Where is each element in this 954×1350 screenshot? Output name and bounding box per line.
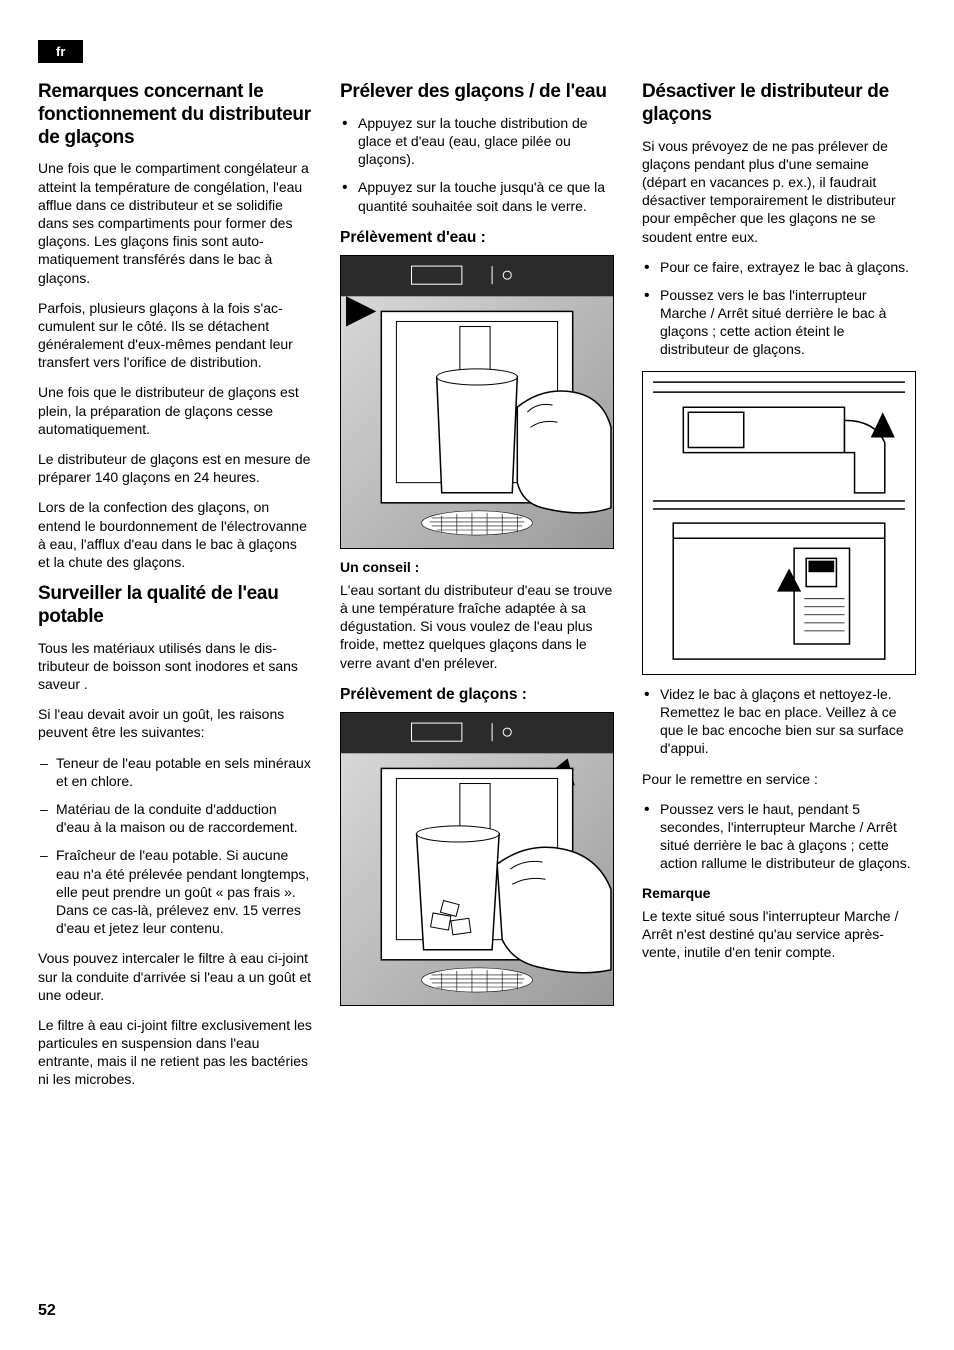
heading-surveiller: Surveiller la qualité de l'eau potable xyxy=(38,583,312,629)
para: Vous pouvez intercaler le filtre à eau c… xyxy=(38,949,312,1004)
heading-desactiver: Désactiver le distributeur de glaçons xyxy=(642,81,916,127)
para: Lors de la confection des glaçons, on en… xyxy=(38,498,312,571)
figure-ice-dispense xyxy=(340,712,614,1006)
list-item: Appuyez sur la touche jusqu'à ce que la … xyxy=(340,178,614,214)
page-columns: Remarques concernant le fonctionnement d… xyxy=(38,81,916,1101)
subheading-remarque: Remarque xyxy=(642,885,916,901)
list-item: Fraîcheur de l'eau potable. Si aucune ea… xyxy=(38,846,312,937)
list-item: Appuyez sur la touche distribution de gl… xyxy=(340,114,614,169)
bullet-list: Pour ce faire, extrayez le bac à glaçons… xyxy=(642,258,916,359)
bullet-list: Appuyez sur la touche distribution de gl… xyxy=(340,114,614,215)
page-number: 52 xyxy=(38,1302,56,1320)
bullet-list: Poussez vers le haut, pendant 5 secondes… xyxy=(642,800,916,873)
para: L'eau sortant du distributeur d'eau se t… xyxy=(340,581,614,672)
para: Le filtre à eau ci-joint filtre exclusiv… xyxy=(38,1016,312,1089)
list-item: Videz le bac à glaçons et nettoyez-le. R… xyxy=(642,685,916,758)
subheading-eau: Prélèvement d'eau : xyxy=(340,229,614,247)
para: Une fois que le distributeur de glaçons … xyxy=(38,383,312,438)
dash-list: Teneur de l'eau potable en sels minéraux… xyxy=(38,754,312,938)
subheading-conseil: Un conseil : xyxy=(340,559,614,575)
language-tab: fr xyxy=(38,40,83,63)
list-item: Matériau de la conduite d'adduction d'ea… xyxy=(38,800,312,836)
column-3: Désactiver le distributeur de glaçons Si… xyxy=(642,81,916,1101)
bullet-list: Videz le bac à glaçons et nettoyez-le. R… xyxy=(642,685,916,758)
subheading-glacons: Prélèvement de glaçons : xyxy=(340,686,614,704)
list-item: Pour ce faire, extrayez le bac à glaçons… xyxy=(642,258,916,276)
column-1: Remarques concernant le fonctionnement d… xyxy=(38,81,312,1101)
list-item: Poussez vers le bas l'interrupteur March… xyxy=(642,286,916,359)
para: Si vous prévoyez de ne pas prélever de g… xyxy=(642,137,916,246)
para: Tous les matériaux utilisés dans le dis­… xyxy=(38,639,312,694)
heading-prelever: Prélever des glaçons / de l'eau xyxy=(340,81,614,104)
figure-water-dispense xyxy=(340,255,614,549)
list-item: Poussez vers le haut, pendant 5 secondes… xyxy=(642,800,916,873)
para: Une fois que le compartiment congéla­teu… xyxy=(38,159,312,286)
heading-remarques: Remarques concernant le fonctionnement d… xyxy=(38,81,312,149)
column-2: Prélever des glaçons / de l'eau Appuyez … xyxy=(340,81,614,1101)
figure-deactivate xyxy=(642,371,916,675)
para: Si l'eau devait avoir un goût, les raiso… xyxy=(38,705,312,741)
para: Parfois, plusieurs glaçons à la fois s'a… xyxy=(38,299,312,372)
para: Le distributeur de glaçons est en mesure… xyxy=(38,450,312,486)
para: Pour le remettre en service : xyxy=(642,770,916,788)
list-item: Teneur de l'eau potable en sels minéraux… xyxy=(38,754,312,790)
para: Le texte situé sous l'interrupteur March… xyxy=(642,907,916,962)
